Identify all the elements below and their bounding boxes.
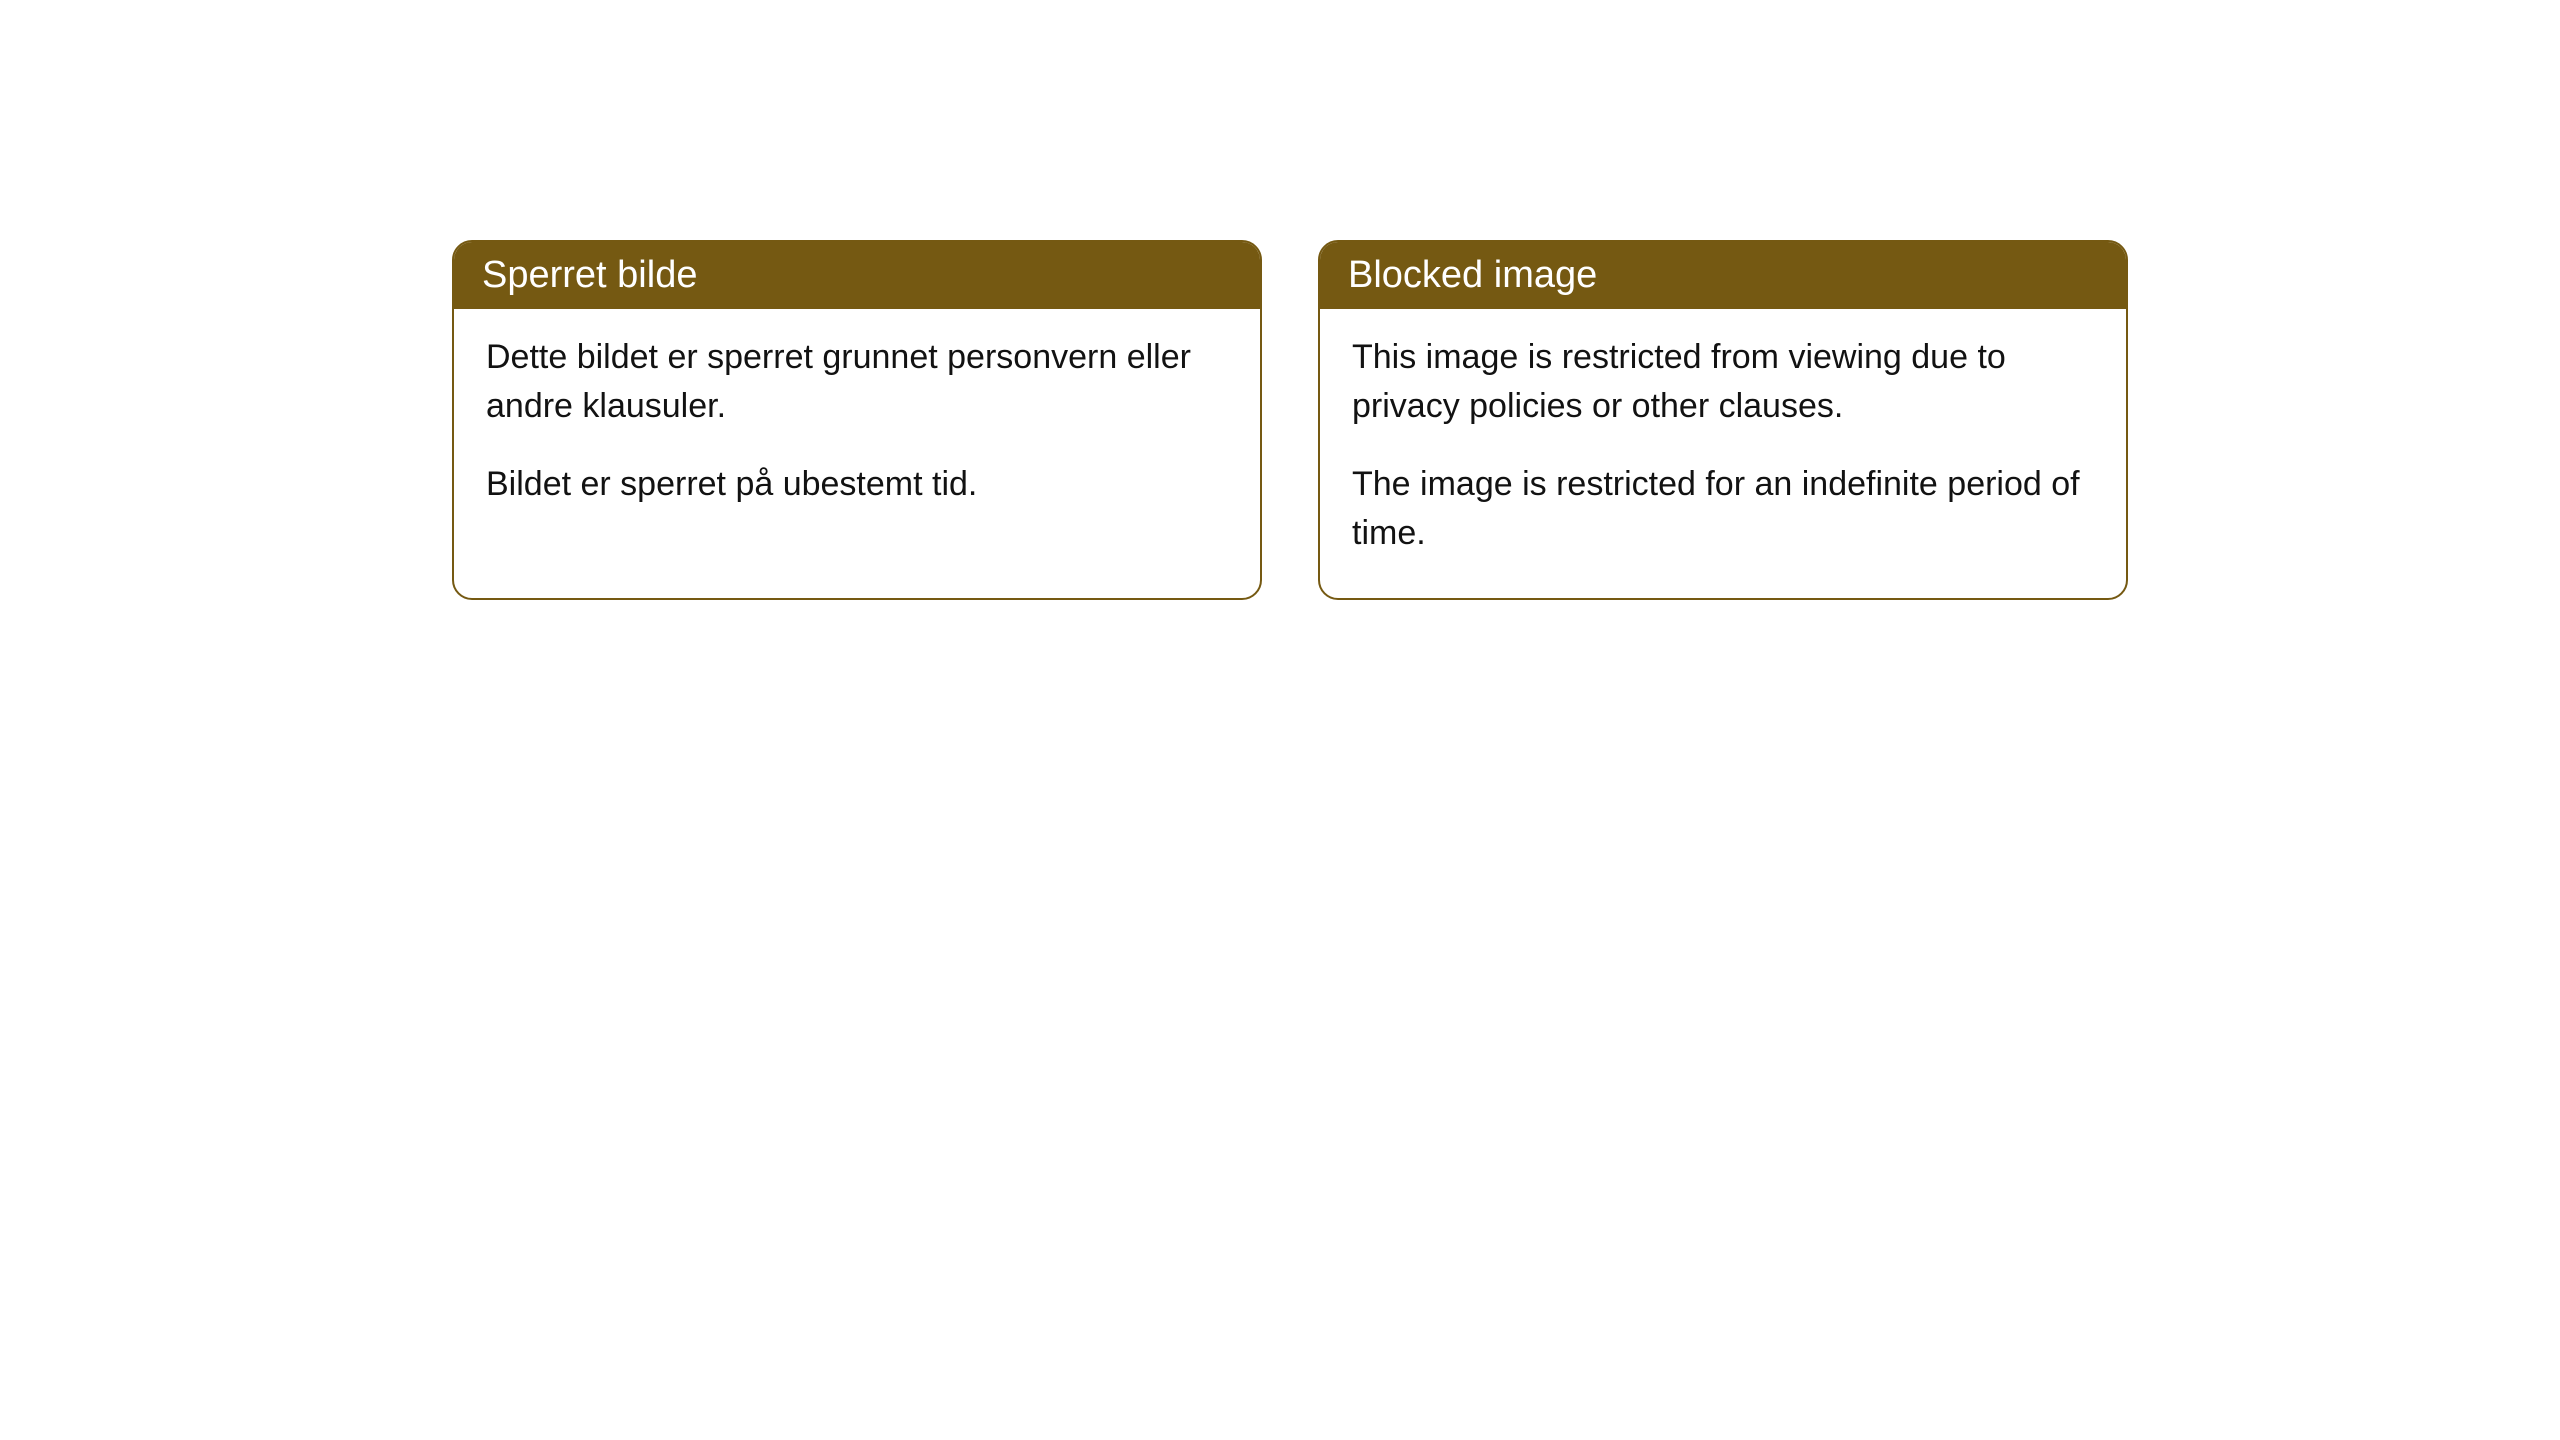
card-english: Blocked image This image is restricted f… <box>1318 240 2128 600</box>
card-body-english: This image is restricted from viewing du… <box>1320 309 2126 598</box>
card-header-norwegian: Sperret bilde <box>454 242 1260 309</box>
card-title-english: Blocked image <box>1348 254 1597 296</box>
card-paragraph: This image is restricted from viewing du… <box>1352 333 2094 432</box>
card-paragraph: Dette bildet er sperret grunnet personve… <box>486 333 1228 432</box>
card-paragraph: Bildet er sperret på ubestemt tid. <box>486 460 1228 509</box>
card-norwegian: Sperret bilde Dette bildet er sperret gr… <box>452 240 1262 600</box>
card-paragraph: The image is restricted for an indefinit… <box>1352 460 2094 559</box>
card-body-norwegian: Dette bildet er sperret grunnet personve… <box>454 309 1260 549</box>
cards-container: Sperret bilde Dette bildet er sperret gr… <box>0 0 2560 600</box>
card-header-english: Blocked image <box>1320 242 2126 309</box>
card-title-norwegian: Sperret bilde <box>482 254 697 296</box>
